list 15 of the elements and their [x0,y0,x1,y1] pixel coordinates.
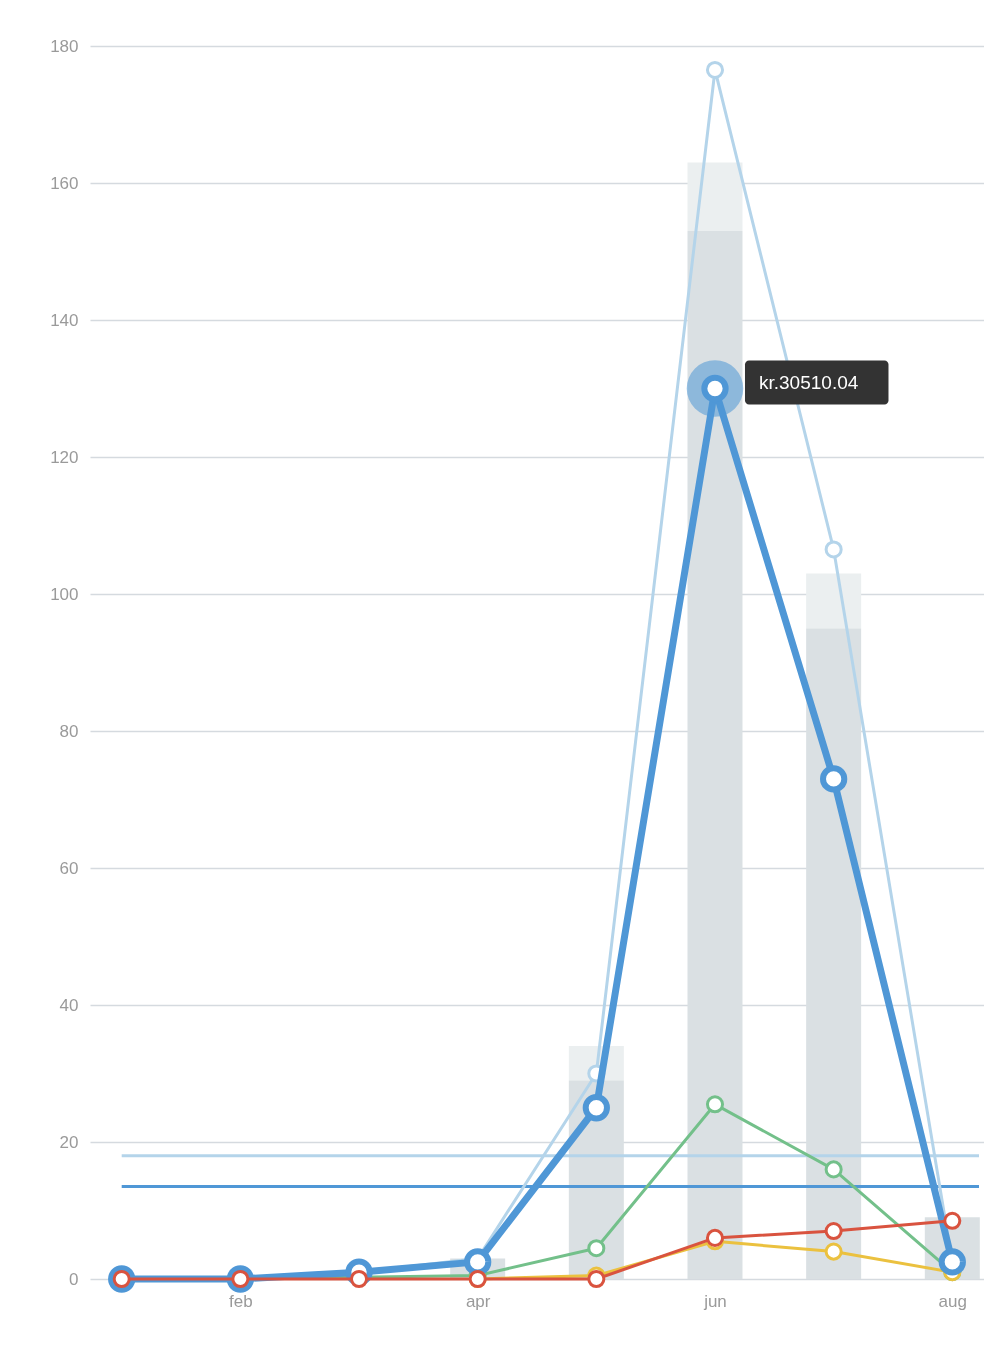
y-tick-label: 80 [59,721,79,741]
x-tick-label: apr [465,1291,491,1311]
annotation: kr.30510.04 [758,371,859,393]
y-tick-label: 20 [59,1132,79,1152]
y-tick-label: 40 [59,995,79,1015]
y-tick-label: 180 [50,36,79,56]
x-tick-label: jun [703,1291,727,1311]
x-tick-label: feb [229,1291,253,1311]
y-tick-label: 160 [50,173,79,193]
y-tick-label: 120 [50,447,79,467]
x-tick-label: aug [938,1291,967,1311]
y-tick-label: 140 [50,310,79,330]
y-tick-label: 100 [50,584,79,604]
y-tick-label: 60 [59,858,79,878]
y-tick-label: 0 [69,1269,79,1289]
